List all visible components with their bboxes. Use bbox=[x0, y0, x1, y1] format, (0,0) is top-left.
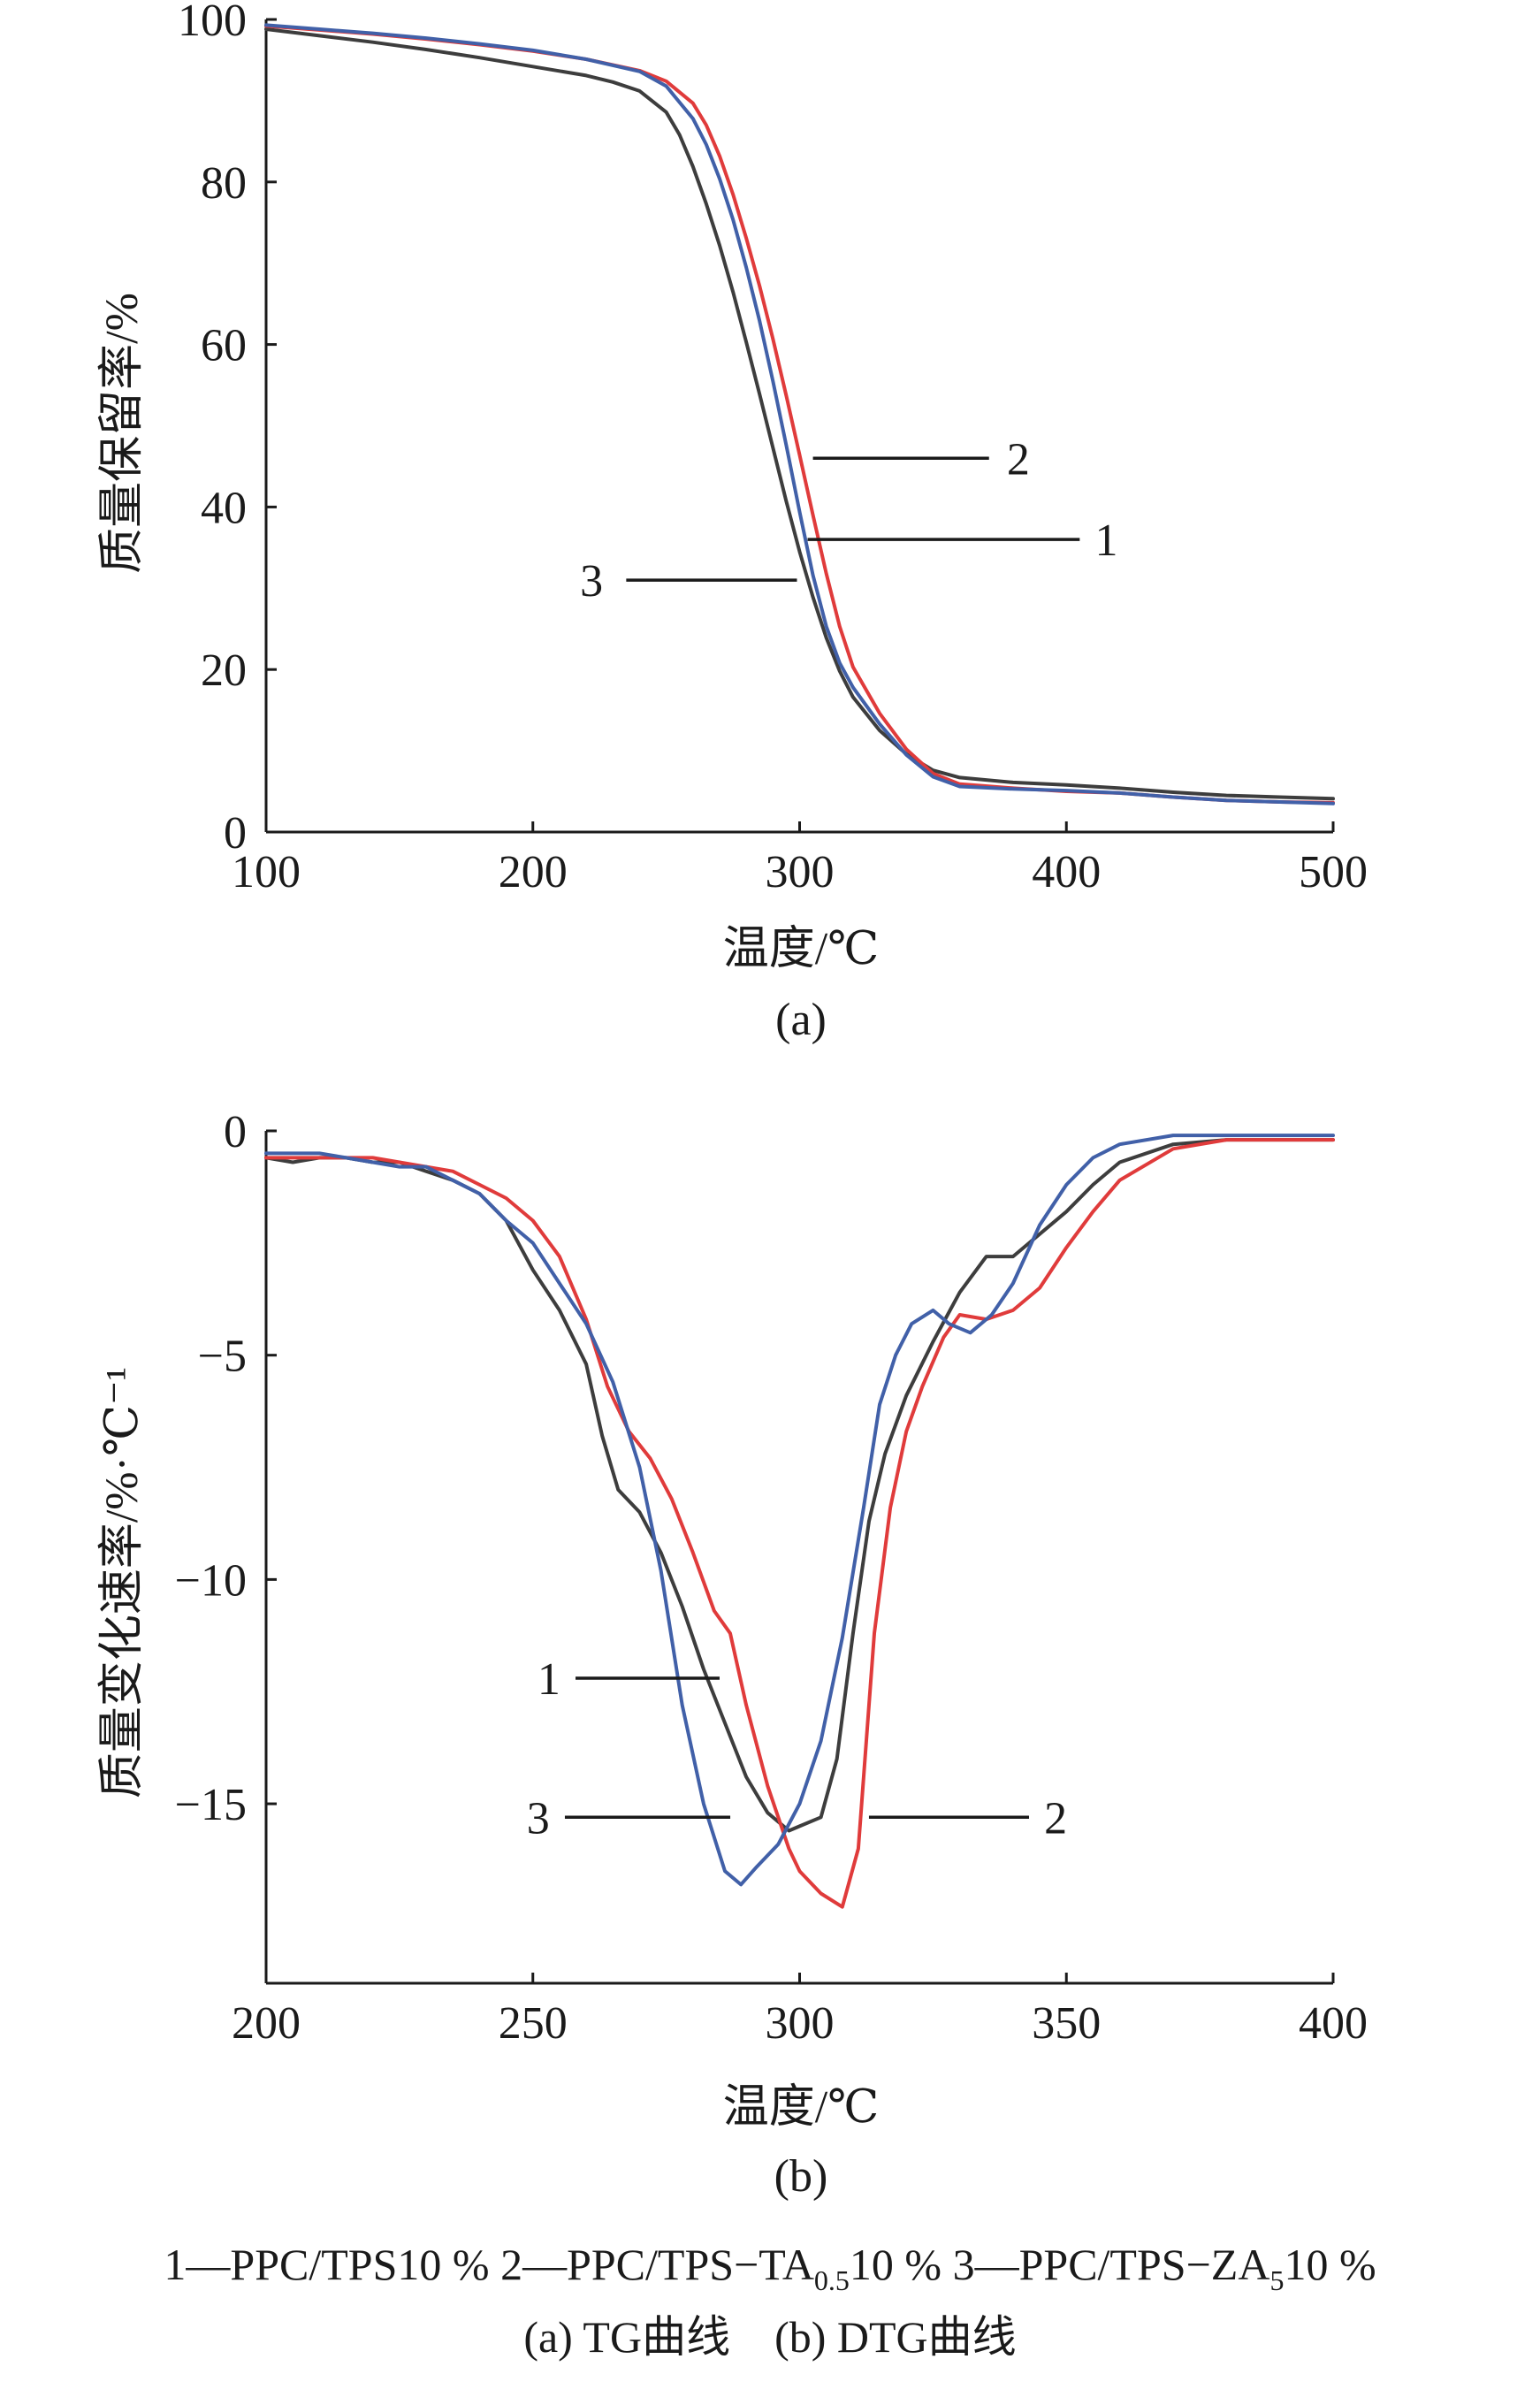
tg-y-tick-label: 100 bbox=[178, 0, 247, 46]
dtg-series-2-line bbox=[264, 1138, 1335, 1909]
tg-subcaption: (a) bbox=[775, 995, 827, 1045]
dtg-curve-label-1: 1 bbox=[537, 1654, 560, 1705]
dtg-x-tick-label: 200 bbox=[232, 1998, 301, 2049]
dtg-axes bbox=[264, 1129, 1335, 1985]
legend-item-2-suffix: 10 % bbox=[850, 2240, 942, 2289]
dtg-y-axis-title: 质量变化速率/%·℃⁻¹ bbox=[97, 1367, 148, 1798]
tg-axes bbox=[264, 18, 1335, 834]
dtg-subcaption: (b) bbox=[774, 2151, 828, 2202]
dtg-y-tick-label: −10 bbox=[175, 1555, 247, 1606]
tg-series-1-line bbox=[264, 27, 1335, 801]
tg-x-tick-label: 400 bbox=[1032, 847, 1101, 897]
tg-x-tick-label: 200 bbox=[499, 847, 568, 897]
dtg-x-tick-label: 400 bbox=[1299, 1998, 1368, 2049]
tg-x-tick-label: 500 bbox=[1299, 847, 1368, 897]
tg-x-tick-label: 100 bbox=[232, 847, 301, 897]
dtg-chart-panel: 200 250 300 350 400 0 −5 −10 −15 1 3 2 质量变化速率/%·℃⁻… bbox=[97, 1107, 1368, 2202]
dtg-x-tick-label: 250 bbox=[499, 1998, 568, 2049]
dtg-curve-label-2: 2 bbox=[1044, 1793, 1067, 1844]
tg-series-3-line bbox=[264, 23, 1335, 805]
legend-item-3-suffix: 10 % bbox=[1284, 2240, 1376, 2289]
tg-curve-label-3: 3 bbox=[580, 556, 603, 607]
dtg-series-1-line bbox=[264, 1138, 1335, 1833]
dtg-y-tick-label: −5 bbox=[198, 1332, 247, 1382]
tg-y-tick-label: 20 bbox=[201, 645, 247, 696]
tg-tick-labels: 100 200 300 400 500 0 20 40 60 80 100 bbox=[178, 0, 1368, 897]
dtg-curve-labels: 1 3 2 bbox=[527, 1654, 1067, 1844]
tg-y-tick-label: 80 bbox=[201, 158, 247, 209]
tg-y-tick-label: 40 bbox=[201, 483, 247, 533]
tg-curve-labels: 2 1 3 bbox=[580, 434, 1117, 607]
legend-item-3: 3—PPC/TPS−ZA bbox=[953, 2240, 1270, 2289]
dtg-curve-label-3: 3 bbox=[527, 1793, 550, 1844]
legend-item-2-subscript: 0.5 bbox=[814, 2264, 850, 2296]
tg-series bbox=[264, 23, 1335, 805]
tg-y-tick-label: 0 bbox=[224, 808, 247, 859]
legend-line: 1—PPC/TPS10 % 2—PPC/TPS−TA0.510 % 3—PPC/… bbox=[164, 2240, 1376, 2296]
legend-item-1: 1—PPC/TPS10 % bbox=[164, 2240, 489, 2289]
tg-curve-label-2: 2 bbox=[1007, 434, 1030, 485]
figure-caption: (a) TG曲线 (b) DTG曲线 bbox=[523, 2312, 1016, 2362]
legend-item-3-subscript: 5 bbox=[1269, 2264, 1284, 2296]
dtg-x-tick-label: 300 bbox=[766, 1998, 835, 2049]
dtg-y-tick-label: −15 bbox=[175, 1780, 247, 1830]
dtg-series-3-line bbox=[264, 1134, 1335, 1887]
dtg-series bbox=[264, 1134, 1335, 1909]
tg-x-axis-title: 温度/℃ bbox=[723, 924, 880, 974]
legend-item-2: 2—PPC/TPS−TA bbox=[500, 2240, 814, 2289]
tg-x-tick-label: 300 bbox=[766, 847, 835, 897]
tg-y-axis-title: 质量保留率/% bbox=[97, 293, 148, 574]
dtg-x-axis-title: 温度/℃ bbox=[723, 2082, 880, 2133]
tg-series-2-line bbox=[264, 24, 1335, 805]
dtg-tick-labels: 200 250 300 350 400 0 −5 −10 −15 bbox=[175, 1107, 1368, 2049]
dtg-y-tick-label: 0 bbox=[224, 1107, 247, 1157]
tg-y-tick-label: 60 bbox=[201, 321, 247, 371]
tg-curve-label-1: 1 bbox=[1095, 515, 1118, 566]
dtg-x-tick-label: 350 bbox=[1032, 1998, 1101, 2049]
